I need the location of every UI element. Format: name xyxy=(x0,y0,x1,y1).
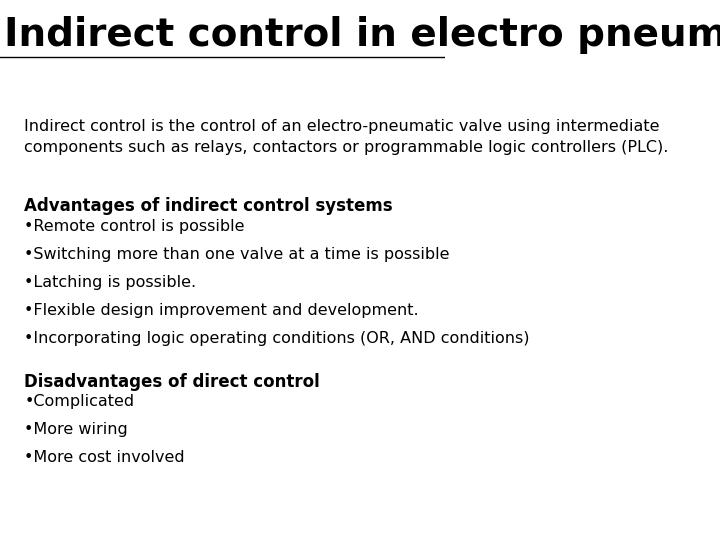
Text: •More cost involved: •More cost involved xyxy=(24,450,185,465)
Text: •Complicated: •Complicated xyxy=(24,394,135,409)
Text: •Switching more than one valve at a time is possible: •Switching more than one valve at a time… xyxy=(24,247,450,262)
Text: •Latching is possible.: •Latching is possible. xyxy=(24,275,197,290)
Text: Indirect control is the control of an electro-pneumatic valve using intermediate: Indirect control is the control of an el… xyxy=(24,119,669,155)
Text: Disadvantages of direct control: Disadvantages of direct control xyxy=(24,373,320,390)
Text: •More wiring: •More wiring xyxy=(24,422,128,437)
Text: •Flexible design improvement and development.: •Flexible design improvement and develop… xyxy=(24,303,419,318)
Text: Indirect control in electro pneumatics: Indirect control in electro pneumatics xyxy=(4,16,720,54)
Text: •Remote control is possible: •Remote control is possible xyxy=(24,219,245,234)
Text: •Incorporating logic operating conditions (OR, AND conditions): •Incorporating logic operating condition… xyxy=(24,331,530,346)
Text: Advantages of indirect control systems: Advantages of indirect control systems xyxy=(24,197,393,215)
